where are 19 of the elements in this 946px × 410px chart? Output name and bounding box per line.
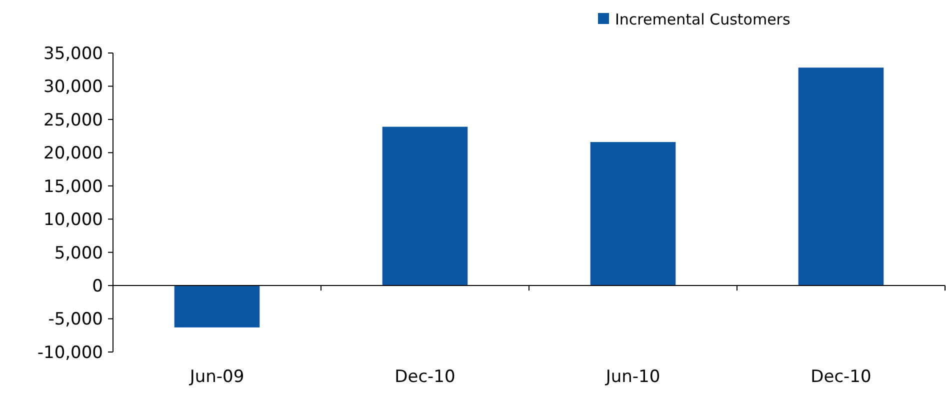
bar xyxy=(590,142,676,286)
y-tick-label: -5,000 xyxy=(48,310,103,330)
bar xyxy=(798,68,884,286)
x-tick-label: Jun-10 xyxy=(604,367,660,387)
x-tick-label: Dec-10 xyxy=(394,367,456,387)
y-tick-label: 10,000 xyxy=(44,210,103,230)
bar xyxy=(174,286,260,328)
y-tick-label: 25,000 xyxy=(44,110,103,130)
bar xyxy=(382,126,468,286)
y-tick-label: 5,000 xyxy=(54,243,103,264)
y-tick-label: 20,000 xyxy=(44,144,103,164)
y-tick-label: 30,000 xyxy=(44,77,103,98)
x-tick-label: Dec-10 xyxy=(810,367,872,387)
y-tick-label: 35,000 xyxy=(44,44,103,64)
y-tick-label: 15,000 xyxy=(44,176,103,197)
y-tick-label: -10,000 xyxy=(37,342,103,363)
legend-label: Incremental Customers xyxy=(615,10,790,28)
y-tick-label: 0 xyxy=(92,276,103,297)
x-tick-label: Jun-09 xyxy=(188,367,244,387)
